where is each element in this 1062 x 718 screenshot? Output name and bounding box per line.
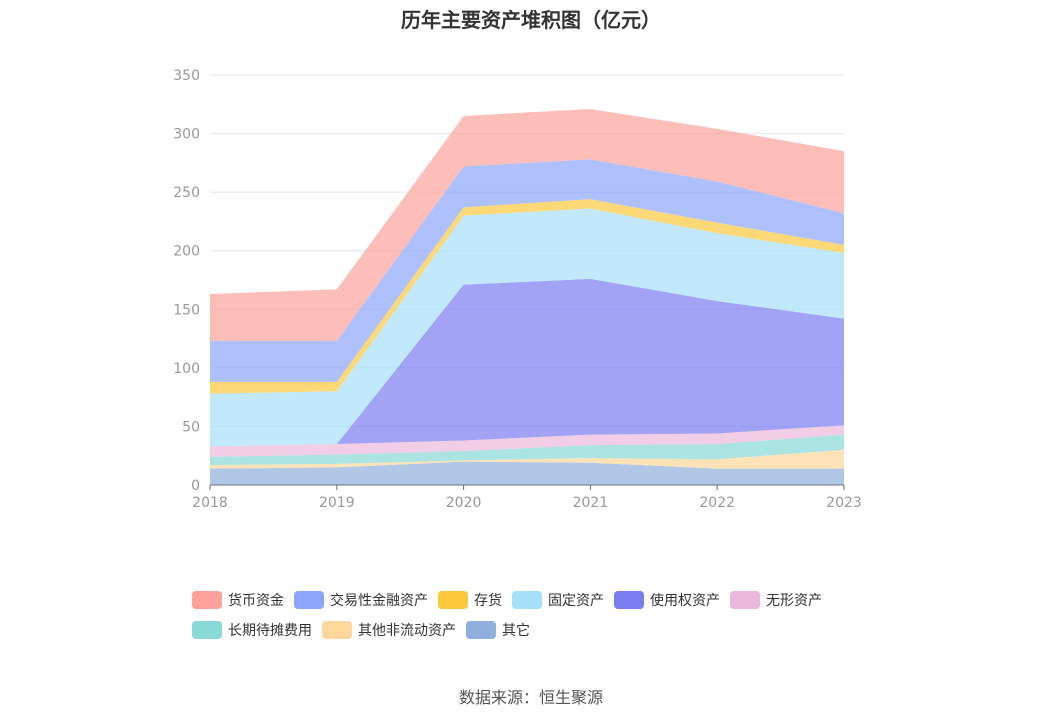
- legend-label: 长期待摊费用: [228, 623, 312, 639]
- legend-label: 存货: [474, 593, 502, 609]
- legend-label: 交易性金融资产: [330, 593, 428, 609]
- area-series-其它: [210, 461, 844, 485]
- x-tick-label: 2022: [699, 495, 735, 511]
- y-tick-label: 200: [173, 244, 200, 260]
- legend-item[interactable]: 长期待摊费用: [192, 620, 312, 640]
- legend-item[interactable]: 其它: [466, 620, 530, 640]
- area-series-无形资产: [210, 425, 844, 457]
- area-series-长期待摊费用: [210, 434, 844, 466]
- legend-swatch: [730, 591, 760, 609]
- legend-swatch: [512, 591, 542, 609]
- legend-label: 使用权资产: [650, 593, 720, 609]
- x-tick-label: 2020: [446, 495, 482, 511]
- legend-label: 其它: [502, 623, 530, 639]
- x-tick-label: 2021: [573, 495, 609, 511]
- legend-swatch: [438, 591, 468, 609]
- legend-item[interactable]: 交易性金融资产: [294, 590, 428, 610]
- y-tick-label: 100: [173, 361, 200, 377]
- legend-item[interactable]: 其他非流动资产: [322, 620, 456, 640]
- y-tick-label: 300: [173, 127, 200, 143]
- legend-label: 其他非流动资产: [358, 623, 456, 639]
- chart-title: 历年主要资产堆积图（亿元）: [401, 8, 661, 32]
- y-tick-label: 350: [173, 68, 200, 84]
- legend-label: 货币资金: [228, 593, 284, 609]
- area-series-存货: [210, 199, 844, 394]
- legend-swatch: [192, 591, 222, 609]
- legend-swatch: [192, 621, 222, 639]
- area-series-货币资金: [210, 108, 844, 341]
- legend-item[interactable]: 固定资产: [512, 590, 604, 610]
- legend: 货币资金 交易性金融资产 存货 固定资产 使用权资产 无形资产长期待摊费用 其他非流动资产 其…: [192, 590, 892, 650]
- area-series-固定资产: [210, 208, 844, 447]
- x-tick-label: 2019: [319, 495, 355, 511]
- y-tick-label: 150: [173, 302, 200, 318]
- legend-swatch: [294, 591, 324, 609]
- source-note: 数据来源：恒生聚源: [458, 688, 603, 707]
- legend-label: 无形资产: [766, 593, 822, 609]
- legend-swatch: [466, 621, 496, 639]
- legend-swatch: [614, 591, 644, 609]
- legend-label: 固定资产: [548, 593, 604, 609]
- area-series-使用权资产: [210, 278, 844, 447]
- y-tick-label: 50: [182, 419, 200, 435]
- legend-swatch: [322, 621, 352, 639]
- legend-item[interactable]: 货币资金: [192, 590, 284, 610]
- y-tick-label: 250: [173, 185, 200, 201]
- legend-item[interactable]: 使用权资产: [614, 590, 720, 610]
- x-tick-label: 2018: [192, 495, 228, 511]
- y-tick-label: 0: [191, 478, 200, 494]
- legend-item[interactable]: 存货: [438, 590, 502, 610]
- legend-item[interactable]: 无形资产: [730, 590, 822, 610]
- x-tick-label: 2023: [826, 495, 862, 511]
- area-series-其他非流动资产: [210, 449, 844, 469]
- area-series-交易性金融资产: [210, 159, 844, 382]
